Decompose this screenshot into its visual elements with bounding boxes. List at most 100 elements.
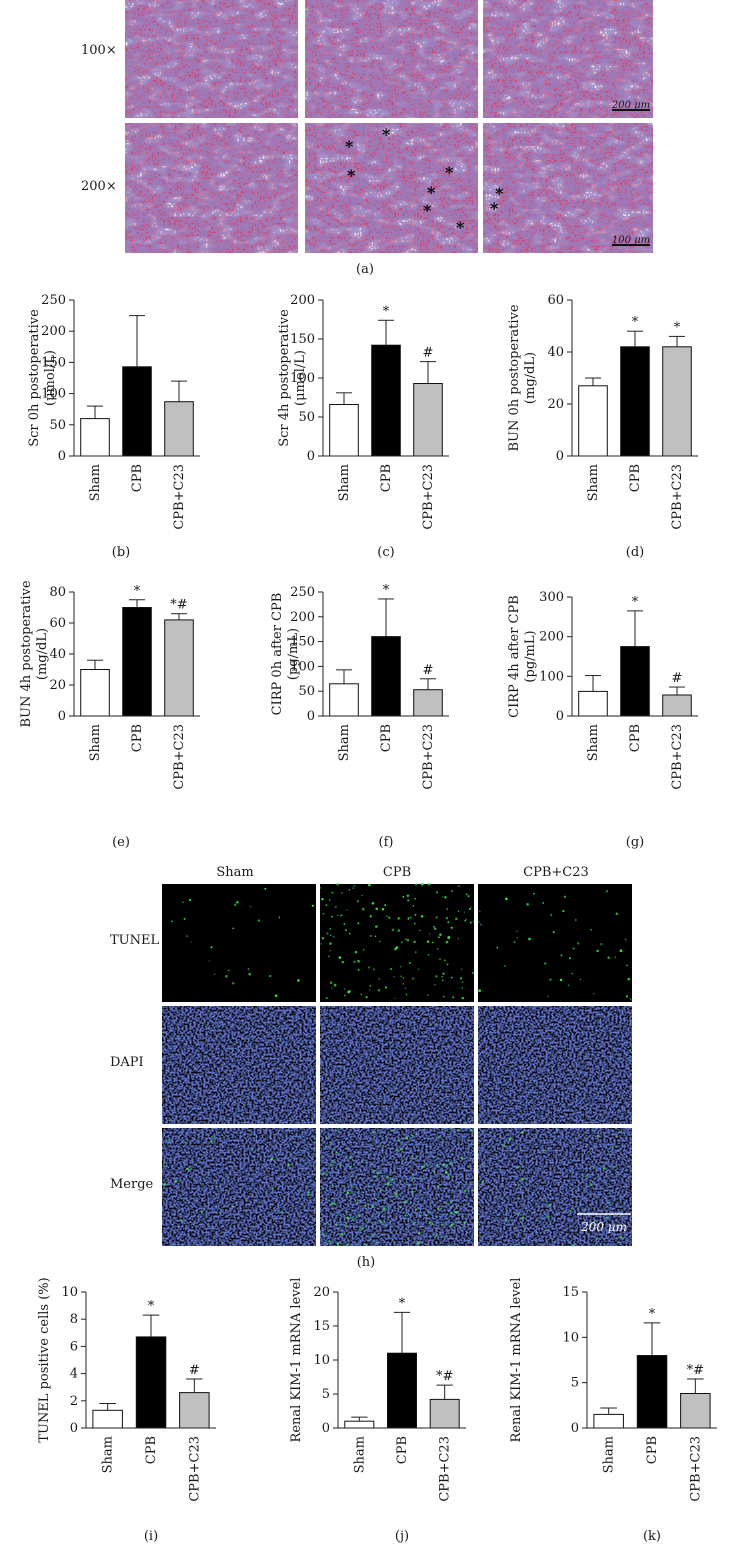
tunel-micrograph-grid: 200 μm <box>162 882 633 1247</box>
tunel-image-r0-c1 <box>319 882 475 1002</box>
y-tick-label: 100 <box>41 387 66 402</box>
bar-cpb-c23 <box>429 1398 460 1429</box>
he-image-r1-c2 <box>483 123 653 253</box>
y-tick-label: 10 <box>562 1330 579 1345</box>
x-tick-label: CPB <box>379 724 394 752</box>
significance-mark: *# <box>687 1363 704 1378</box>
y-axis-label: Renal KIM-1 mRNA level <box>289 1278 304 1443</box>
injury-asterisk: * <box>423 201 432 220</box>
x-tick-label: Sham <box>88 464 103 501</box>
y-tick-label: 20 <box>547 397 564 412</box>
y-axis-label: Scr 4h postoperative <box>277 309 292 447</box>
x-tick-label: CPB+C23 <box>670 464 685 530</box>
y-tick-label: 150 <box>41 355 66 370</box>
he-image-r0-c1 <box>305 0 478 118</box>
y-axis-label: Scr 0h postoperative <box>27 309 42 447</box>
injury-asterisk: * <box>427 183 436 202</box>
bar-cpb <box>636 1355 668 1429</box>
x-tick-label: CPB+C23 <box>438 1436 453 1502</box>
bar-sham <box>92 1409 123 1429</box>
significance-mark: * <box>649 1307 656 1322</box>
y-tick-label: 100 <box>290 659 315 674</box>
bar-cpb <box>122 607 152 717</box>
x-tick-label: Sham <box>337 464 352 501</box>
x-tick-label: CPB+C23 <box>670 724 685 790</box>
y-tick-label: 4 <box>70 1367 78 1382</box>
tunel-image-r0-c0 <box>162 884 316 1002</box>
x-tick-label: CPB+C23 <box>187 1436 202 1502</box>
y-tick-label: 150 <box>290 332 315 347</box>
bar-cpb-c23 <box>413 689 443 717</box>
bar-sham <box>80 418 110 457</box>
tunel-image-r2-c2 <box>478 1128 632 1247</box>
bar-sham <box>344 1420 375 1429</box>
bar-cpb <box>135 1336 167 1429</box>
y-tick-label: 2 <box>70 1394 78 1409</box>
y-axis-label: (μmol/L) <box>293 350 308 406</box>
panel-caption-b: (b) <box>112 545 130 560</box>
significance-mark: * <box>383 304 390 319</box>
he-image-r0-c0 <box>125 0 298 118</box>
x-tick-label: CPB+C23 <box>421 464 436 530</box>
significance-mark: *# <box>436 1369 453 1384</box>
significance-mark: *# <box>170 598 187 613</box>
y-tick-label: 0 <box>307 449 315 464</box>
significance-mark: * <box>148 1299 155 1314</box>
x-tick-label: CPB <box>395 1436 410 1464</box>
y-tick-label: 20 <box>49 678 66 693</box>
tunel-row-label-merge: Merge <box>110 1177 154 1192</box>
y-tick-label: 40 <box>49 647 66 662</box>
significance-mark: * <box>632 315 639 330</box>
tunel-row-label-tunel: TUNEL <box>110 933 159 948</box>
bar-cpb-c23 <box>164 619 194 717</box>
tunel-col-label-sham: Sham <box>216 865 253 880</box>
panel-caption-f: (f) <box>379 835 394 850</box>
y-axis-label: TUNEL positive cells (%) <box>37 1277 52 1442</box>
bar-cpb-c23 <box>662 694 692 717</box>
panel-caption-c: (c) <box>377 545 394 560</box>
y-tick-label: 0 <box>58 709 66 724</box>
y-tick-label: 250 <box>41 293 66 308</box>
tunel-image-r1-c1 <box>320 1006 474 1124</box>
bar-cpb-c23 <box>413 383 443 457</box>
tunel-stain-panel: Sham CPB CPB+C23 TUNEL DAPI Merge 200 μm… <box>110 865 633 1270</box>
y-tick-label: 0 <box>556 709 564 724</box>
chart-j: 0 5 10 15 20 Sham * CPB *# CPB+C23 Renal KIM-1 mRN… <box>289 1278 466 1544</box>
significance-mark: # <box>423 663 434 678</box>
he-image-r1-c1 <box>305 123 478 253</box>
bar-cpb-c23 <box>662 346 692 457</box>
chart-c: 0 50 100 150 200 Sham * CPB # CPB+C23 Scr 4h posto… <box>277 293 449 560</box>
x-tick-label: Sham <box>586 724 601 761</box>
y-tick-label: 15 <box>313 1319 330 1334</box>
chart-f: 0 50 100 150 200 250 Sham * CPB # CPB+C23 CIRP 0h a… <box>270 583 449 850</box>
tunel-image-r1-c2 <box>478 1006 632 1124</box>
tunel-scale-bar-label: 200 μm <box>580 1220 627 1234</box>
tunel-row-label-dapi: DAPI <box>110 1055 144 1070</box>
bar-sham <box>593 1413 624 1429</box>
y-tick-label: 10 <box>61 1285 78 1300</box>
significance-mark: * <box>134 584 141 599</box>
y-tick-label: 150 <box>290 635 315 650</box>
y-tick-label: 0 <box>571 1421 579 1436</box>
he-row-label-100x: 100× <box>81 43 117 58</box>
bar-sham <box>80 669 110 717</box>
y-tick-label: 0 <box>70 1421 78 1436</box>
he-image-r1-c0 <box>125 123 298 253</box>
he-image-r0-c2 <box>483 0 653 118</box>
bar-cpb-c23 <box>179 1392 210 1429</box>
y-axis-label: (pg/mL) <box>286 628 301 680</box>
bar-sham <box>578 690 608 717</box>
injury-asterisk: * <box>456 218 465 237</box>
x-tick-label: Sham <box>337 724 352 761</box>
scale-bar-label: 200 μm <box>611 100 650 111</box>
y-tick-label: 50 <box>49 418 66 433</box>
significance-mark: * <box>383 583 390 598</box>
x-tick-label: Sham <box>352 1436 367 1473</box>
panel-caption-j: (j) <box>395 1529 409 1544</box>
y-tick-label: 8 <box>70 1312 78 1327</box>
panel-caption-d: (d) <box>626 545 644 560</box>
x-tick-label: CPB+C23 <box>172 464 187 530</box>
injury-asterisk: * <box>445 163 454 182</box>
